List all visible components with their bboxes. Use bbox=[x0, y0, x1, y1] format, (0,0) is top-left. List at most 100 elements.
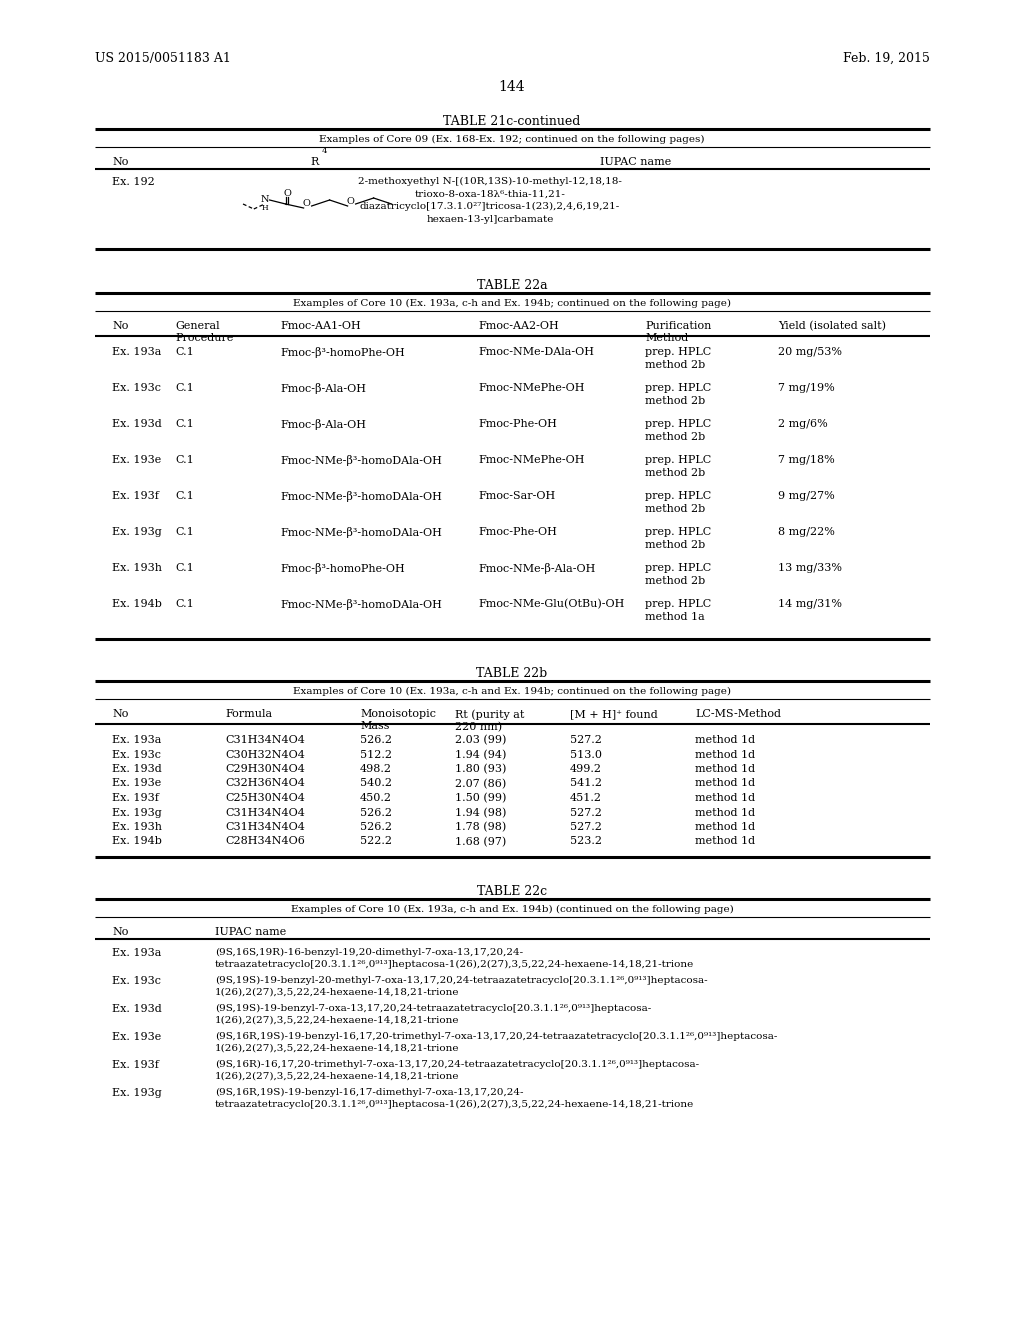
Text: Ex. 193e: Ex. 193e bbox=[112, 779, 161, 788]
Text: (9S,19S)-19-benzyl-20-methyl-7-oxa-13,17,20,24-tetraazatetracyclo[20.3.1.1²⁶,0⁹¹: (9S,19S)-19-benzyl-20-methyl-7-oxa-13,17… bbox=[215, 975, 708, 997]
Text: 4: 4 bbox=[322, 147, 328, 154]
Text: Monoisotopic
Mass: Monoisotopic Mass bbox=[360, 709, 436, 731]
Text: C31H34N4O4: C31H34N4O4 bbox=[225, 822, 305, 832]
Text: (9S,16R,19S)-19-benzyl-16,17,20-trimethyl-7-oxa-13,17,20,24-tetraazatetracyclo[2: (9S,16R,19S)-19-benzyl-16,17,20-trimethy… bbox=[215, 1032, 777, 1052]
Text: 541.2: 541.2 bbox=[570, 779, 602, 788]
Text: No: No bbox=[112, 709, 128, 719]
Text: Ex. 193f: Ex. 193f bbox=[112, 1060, 159, 1071]
Text: Ex. 194b: Ex. 194b bbox=[112, 599, 162, 609]
Text: 2.07 (86): 2.07 (86) bbox=[455, 779, 506, 789]
Text: C.1: C.1 bbox=[175, 564, 194, 573]
Text: (9S,16R)-16,17,20-trimethyl-7-oxa-13,17,20,24-tetraazatetracyclo[20.3.1.1²⁶,0⁹¹³: (9S,16R)-16,17,20-trimethyl-7-oxa-13,17,… bbox=[215, 1060, 699, 1081]
Text: 8 mg/22%: 8 mg/22% bbox=[778, 527, 835, 537]
Text: C.1: C.1 bbox=[175, 527, 194, 537]
Text: Ex. 193a: Ex. 193a bbox=[112, 735, 162, 744]
Text: C.1: C.1 bbox=[175, 491, 194, 502]
Text: Fmoc-Phe-OH: Fmoc-Phe-OH bbox=[478, 527, 557, 537]
Text: TABLE 22a: TABLE 22a bbox=[477, 279, 547, 292]
Text: O: O bbox=[284, 190, 292, 198]
Text: Fmoc-β-Ala-OH: Fmoc-β-Ala-OH bbox=[280, 418, 366, 430]
Text: 526.2: 526.2 bbox=[360, 822, 392, 832]
Text: US 2015/0051183 A1: US 2015/0051183 A1 bbox=[95, 51, 230, 65]
Text: Ex. 193f: Ex. 193f bbox=[112, 793, 159, 803]
Text: Fmoc-NMe-β³-homoDAla-OH: Fmoc-NMe-β³-homoDAla-OH bbox=[280, 599, 442, 610]
Text: Rt (purity at
220 nm): Rt (purity at 220 nm) bbox=[455, 709, 524, 733]
Text: Fmoc-AA2-OH: Fmoc-AA2-OH bbox=[478, 321, 559, 331]
Text: 527.2: 527.2 bbox=[570, 822, 602, 832]
Text: H: H bbox=[261, 205, 268, 213]
Text: Fmoc-AA1-OH: Fmoc-AA1-OH bbox=[280, 321, 360, 331]
Text: Fmoc-NMe-β³-homoDAla-OH: Fmoc-NMe-β³-homoDAla-OH bbox=[280, 491, 442, 502]
Text: C30H32N4O4: C30H32N4O4 bbox=[225, 750, 305, 759]
Text: Ex. 193f: Ex. 193f bbox=[112, 491, 159, 502]
Text: C25H30N4O4: C25H30N4O4 bbox=[225, 793, 305, 803]
Text: Ex. 193e: Ex. 193e bbox=[112, 455, 161, 465]
Text: C.1: C.1 bbox=[175, 383, 194, 393]
Text: R: R bbox=[310, 157, 318, 168]
Text: Feb. 19, 2015: Feb. 19, 2015 bbox=[843, 51, 930, 65]
Text: 1.94 (98): 1.94 (98) bbox=[455, 808, 507, 818]
Text: 7 mg/19%: 7 mg/19% bbox=[778, 383, 835, 393]
Text: Ex. 193d: Ex. 193d bbox=[112, 418, 162, 429]
Text: C.1: C.1 bbox=[175, 599, 194, 609]
Text: prep. HPLC
method 2b: prep. HPLC method 2b bbox=[645, 527, 712, 550]
Text: 1.68 (97): 1.68 (97) bbox=[455, 837, 506, 847]
Text: 512.2: 512.2 bbox=[360, 750, 392, 759]
Text: Fmoc-NMe-β³-homoDAla-OH: Fmoc-NMe-β³-homoDAla-OH bbox=[280, 455, 442, 466]
Text: C29H30N4O4: C29H30N4O4 bbox=[225, 764, 305, 774]
Text: Ex. 193h: Ex. 193h bbox=[112, 822, 162, 832]
Text: Yield (isolated salt): Yield (isolated salt) bbox=[778, 321, 886, 331]
Text: (9S,16R,19S)-19-benzyl-16,17-dimethyl-7-oxa-13,17,20,24-
tetraazatetracyclo[20.3: (9S,16R,19S)-19-benzyl-16,17-dimethyl-7-… bbox=[215, 1088, 694, 1109]
Text: Ex. 193g: Ex. 193g bbox=[112, 808, 162, 817]
Text: 526.2: 526.2 bbox=[360, 808, 392, 817]
Text: O: O bbox=[303, 199, 310, 209]
Text: Fmoc-NMe-DAla-OH: Fmoc-NMe-DAla-OH bbox=[478, 347, 594, 356]
Text: prep. HPLC
method 2b: prep. HPLC method 2b bbox=[645, 347, 712, 370]
Text: 14 mg/31%: 14 mg/31% bbox=[778, 599, 842, 609]
Text: 1.78 (98): 1.78 (98) bbox=[455, 822, 506, 833]
Text: method 1d: method 1d bbox=[695, 764, 755, 774]
Text: Fmoc-β³-homoPhe-OH: Fmoc-β³-homoPhe-OH bbox=[280, 564, 404, 574]
Text: 144: 144 bbox=[499, 81, 525, 94]
Text: C.1: C.1 bbox=[175, 347, 194, 356]
Text: 1.94 (94): 1.94 (94) bbox=[455, 750, 507, 760]
Text: TABLE 22c: TABLE 22c bbox=[477, 884, 547, 898]
Text: Ex. 193a: Ex. 193a bbox=[112, 948, 162, 958]
Text: Ex. 193g: Ex. 193g bbox=[112, 1088, 162, 1098]
Text: method 1d: method 1d bbox=[695, 735, 755, 744]
Text: Formula: Formula bbox=[225, 709, 272, 719]
Text: Ex. 193h: Ex. 193h bbox=[112, 564, 162, 573]
Text: Ex. 193c: Ex. 193c bbox=[112, 750, 161, 759]
Text: Fmoc-Phe-OH: Fmoc-Phe-OH bbox=[478, 418, 557, 429]
Text: [M + H]⁺ found: [M + H]⁺ found bbox=[570, 709, 657, 719]
Text: Ex. 193c: Ex. 193c bbox=[112, 975, 161, 986]
Text: 20 mg/53%: 20 mg/53% bbox=[778, 347, 842, 356]
Text: method 1d: method 1d bbox=[695, 793, 755, 803]
Text: Ex. 194b: Ex. 194b bbox=[112, 837, 162, 846]
Text: Examples of Core 10 (Ex. 193a, c-h and Ex. 194b; continued on the following page: Examples of Core 10 (Ex. 193a, c-h and E… bbox=[293, 686, 731, 696]
Text: C.1: C.1 bbox=[175, 418, 194, 429]
Text: TABLE 21c-continued: TABLE 21c-continued bbox=[443, 115, 581, 128]
Text: C32H36N4O4: C32H36N4O4 bbox=[225, 779, 305, 788]
Text: Ex. 193a: Ex. 193a bbox=[112, 347, 162, 356]
Text: 513.0: 513.0 bbox=[570, 750, 602, 759]
Text: Ex. 193d: Ex. 193d bbox=[112, 764, 162, 774]
Text: prep. HPLC
method 2b: prep. HPLC method 2b bbox=[645, 491, 712, 513]
Text: N: N bbox=[260, 195, 269, 205]
Text: Fmoc-NMePhe-OH: Fmoc-NMePhe-OH bbox=[478, 455, 585, 465]
Text: Fmoc-β-Ala-OH: Fmoc-β-Ala-OH bbox=[280, 383, 366, 393]
Text: 1.80 (93): 1.80 (93) bbox=[455, 764, 507, 775]
Text: method 1d: method 1d bbox=[695, 750, 755, 759]
Text: Examples of Core 09 (Ex. 168-Ex. 192; continued on the following pages): Examples of Core 09 (Ex. 168-Ex. 192; co… bbox=[319, 135, 705, 144]
Text: 9 mg/27%: 9 mg/27% bbox=[778, 491, 835, 502]
Text: Fmoc-NMe-β-Ala-OH: Fmoc-NMe-β-Ala-OH bbox=[478, 564, 595, 574]
Text: O: O bbox=[347, 198, 354, 206]
Text: method 1d: method 1d bbox=[695, 822, 755, 832]
Text: IUPAC name: IUPAC name bbox=[600, 157, 672, 168]
Text: 522.2: 522.2 bbox=[360, 837, 392, 846]
Text: 540.2: 540.2 bbox=[360, 779, 392, 788]
Text: Ex. 193d: Ex. 193d bbox=[112, 1005, 162, 1014]
Text: IUPAC name: IUPAC name bbox=[215, 927, 287, 937]
Text: (9S,19S)-19-benzyl-7-oxa-13,17,20,24-tetraazatetracyclo[20.3.1.1²⁶,0⁹¹³]heptacos: (9S,19S)-19-benzyl-7-oxa-13,17,20,24-tet… bbox=[215, 1005, 651, 1024]
Text: 450.2: 450.2 bbox=[360, 793, 392, 803]
